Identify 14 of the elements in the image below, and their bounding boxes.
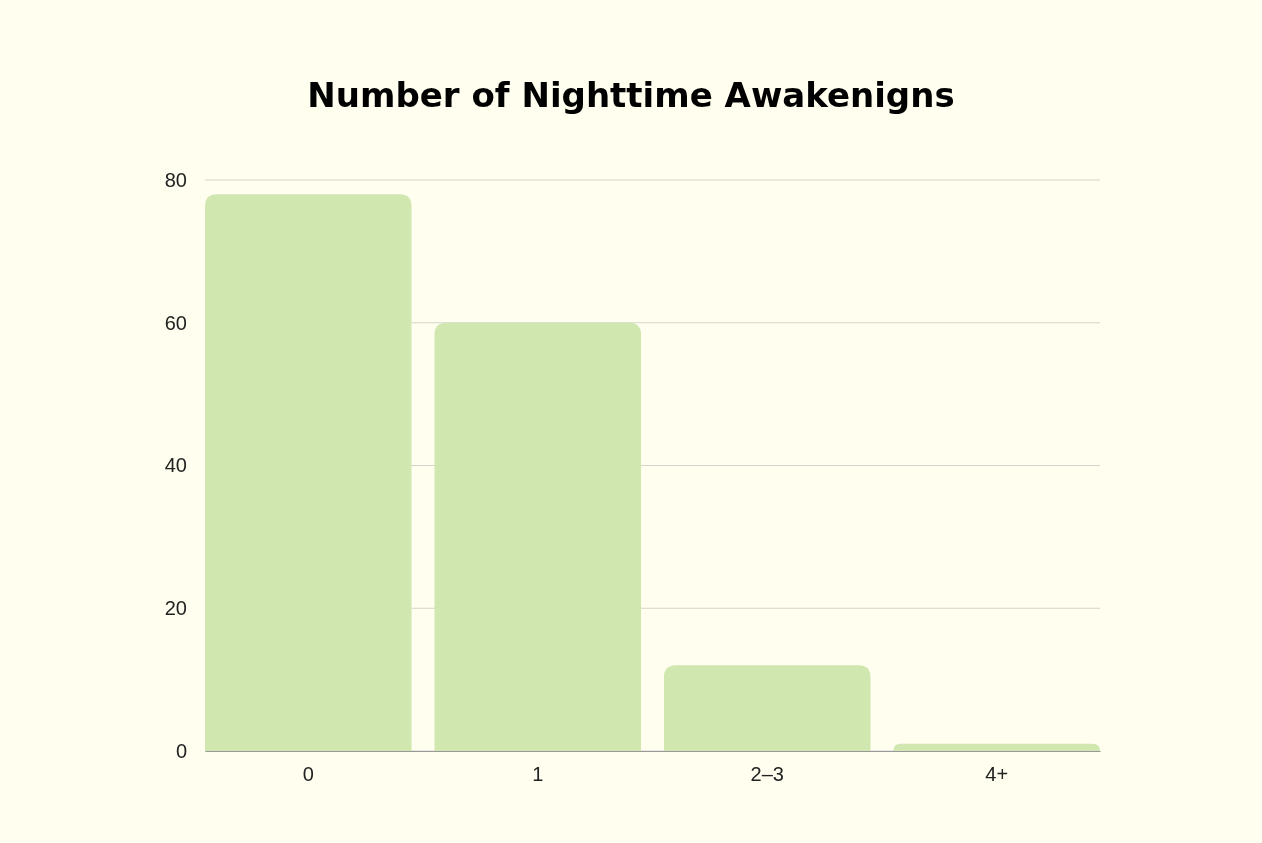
y-tick-label: 60 [164, 311, 187, 334]
x-tick-label: 2–3 [750, 763, 784, 786]
y-tick-label: 20 [164, 597, 187, 620]
y-tick-label: 80 [164, 168, 187, 191]
x-tick-label: 1 [532, 763, 544, 786]
bar [434, 322, 642, 751]
x-tick-label: 0 [302, 763, 314, 786]
bar [893, 743, 1100, 751]
y-tick-label: 40 [164, 454, 187, 477]
y-tick-label: 0 [175, 739, 187, 762]
bar [205, 194, 412, 751]
bar [663, 665, 871, 751]
x-tick-label: 4+ [985, 763, 1009, 786]
chart-title: Number of Nighttime Awakenigns [307, 75, 955, 115]
